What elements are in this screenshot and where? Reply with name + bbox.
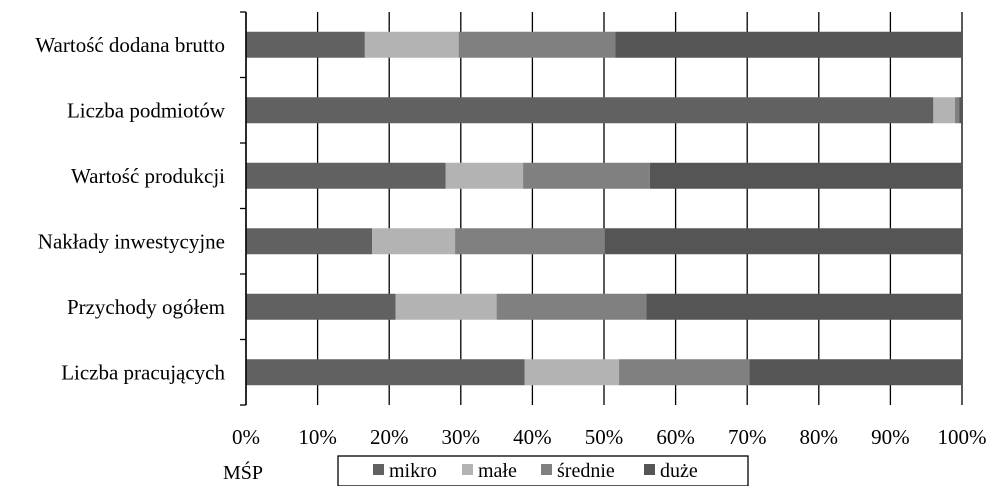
bar-segment-duże bbox=[649, 162, 962, 189]
bar-segment-mikro bbox=[246, 97, 934, 124]
x-tick-labels: 0% 10% 20% 30% 40% 50% 60% 70% 80% 90% 100% bbox=[232, 425, 987, 449]
bar-segment-małe bbox=[933, 97, 955, 124]
bar-segment-średnie bbox=[619, 359, 750, 386]
category-label: Przychody ogółem bbox=[67, 295, 225, 319]
x-tick-label: 40% bbox=[513, 425, 552, 449]
legend-label: małe bbox=[478, 460, 517, 482]
bar-segment-duże bbox=[749, 359, 962, 386]
bar-segment-duże bbox=[604, 228, 962, 255]
category-label: Nakłady inwestycyjne bbox=[38, 229, 225, 253]
bars bbox=[246, 31, 962, 386]
category-labels: Wartość dodana brutto Liczba podmiotów War… bbox=[35, 33, 225, 385]
bar-segment-małe bbox=[364, 31, 459, 58]
category-label: Liczba pracujących bbox=[61, 360, 225, 384]
legend-label: mikro bbox=[389, 460, 437, 482]
bar-segment-małe bbox=[372, 228, 456, 255]
legend-swatch-małe bbox=[462, 464, 473, 475]
bar-segment-duże bbox=[615, 31, 962, 58]
x-tick-label: 80% bbox=[800, 425, 839, 449]
x-tick-label: 100% bbox=[938, 425, 987, 449]
bar-segment-mikro bbox=[246, 228, 373, 255]
legend-swatch-mikro bbox=[373, 464, 384, 475]
bar-segment-małe bbox=[524, 359, 620, 386]
x-tick-label: 20% bbox=[370, 425, 409, 449]
bar-segment-mikro bbox=[246, 31, 365, 58]
bar-segment-małe bbox=[395, 293, 497, 320]
bar-segment-średnie bbox=[523, 162, 650, 189]
msp-caption: MŚP bbox=[223, 462, 264, 484]
bar-segment-mikro bbox=[246, 293, 396, 320]
x-tick-label: 50% bbox=[585, 425, 624, 449]
legend-swatch-duże bbox=[644, 464, 655, 475]
bar-segment-średnie bbox=[455, 228, 605, 255]
bar-segment-mikro bbox=[246, 162, 446, 189]
x-tick-label: 0% bbox=[232, 425, 260, 449]
x-tick-label: 30% bbox=[442, 425, 481, 449]
x-tick-label: 90% bbox=[871, 425, 910, 449]
x-tick-label: 70% bbox=[728, 425, 767, 449]
x-tick-label: 10% bbox=[298, 425, 337, 449]
bar-segment-duże bbox=[959, 97, 962, 124]
category-label: Wartość produkcji bbox=[71, 164, 225, 188]
axes bbox=[240, 11, 247, 406]
bar-segment-mikro bbox=[246, 359, 525, 386]
bar-segment-małe bbox=[445, 162, 524, 189]
legend-label: średnie bbox=[557, 460, 615, 482]
bar-segment-średnie bbox=[496, 293, 647, 320]
x-tick-label: 60% bbox=[656, 425, 695, 449]
legend-label: duże bbox=[660, 460, 698, 482]
bar-segment-średnie bbox=[954, 97, 960, 124]
category-label: Wartość dodana brutto bbox=[35, 33, 225, 57]
legend-swatch-średnie bbox=[541, 464, 552, 475]
category-label: Liczba podmiotów bbox=[67, 98, 226, 122]
grid-lines bbox=[245, 12, 963, 405]
bar-segment-średnie bbox=[458, 31, 616, 58]
bar-segment-duże bbox=[646, 293, 962, 320]
legend: mikro małe średnie duże bbox=[337, 455, 749, 486]
